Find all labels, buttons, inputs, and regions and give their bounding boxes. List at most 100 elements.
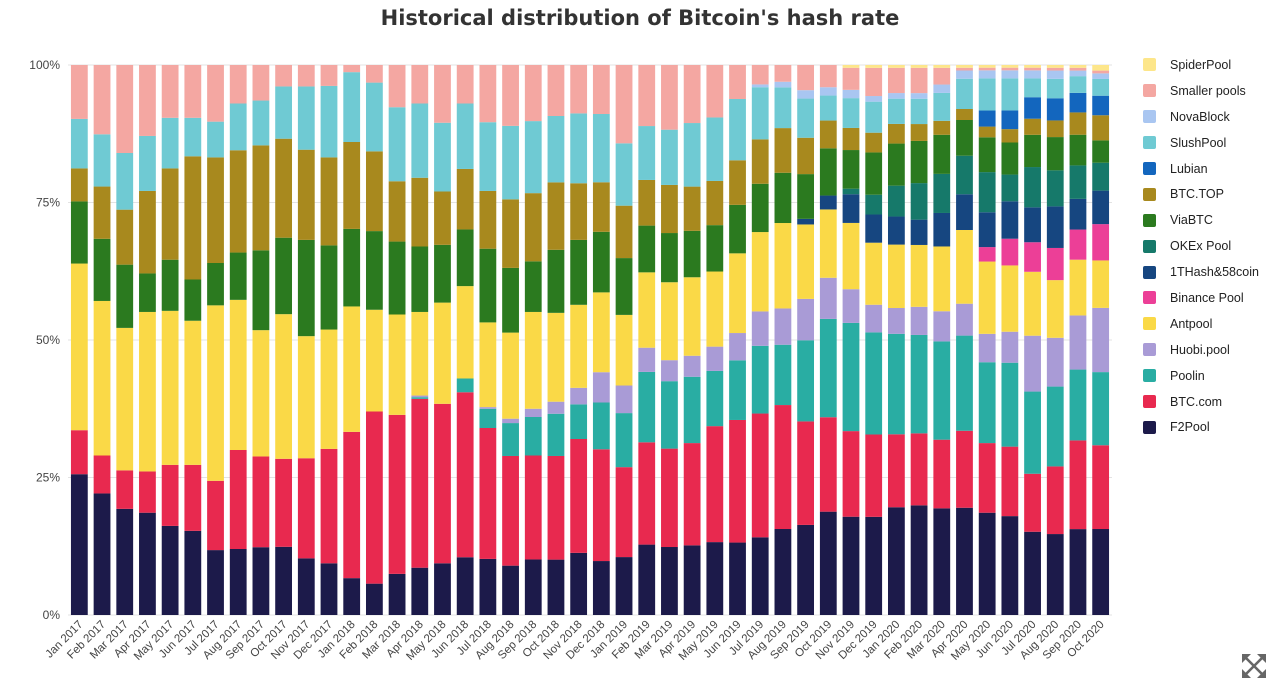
- bar-segment[interactable]: [1001, 129, 1019, 143]
- bar-segment[interactable]: [1024, 134, 1041, 168]
- legend-item[interactable]: Smaller pools: [1143, 78, 1273, 104]
- bar-segment[interactable]: [252, 547, 270, 615]
- bar-segment[interactable]: [956, 109, 973, 120]
- bar-segment[interactable]: [161, 464, 179, 526]
- bar-segment[interactable]: [570, 304, 588, 388]
- bar-segment[interactable]: [547, 65, 565, 116]
- bar-segment[interactable]: [956, 65, 973, 68]
- bar-segment[interactable]: [116, 153, 134, 210]
- bar-segment[interactable]: [139, 190, 156, 274]
- bar-segment[interactable]: [252, 145, 270, 251]
- bar-segment[interactable]: [638, 371, 656, 443]
- bar-segment[interactable]: [1069, 70, 1087, 77]
- bar-segment[interactable]: [729, 333, 746, 361]
- bar-segment[interactable]: [1069, 229, 1087, 260]
- bar-segment[interactable]: [479, 408, 497, 428]
- bar-segment[interactable]: [956, 430, 973, 508]
- bar-segment[interactable]: [524, 261, 542, 312]
- bar-segment[interactable]: [706, 271, 724, 347]
- bar-segment[interactable]: [365, 151, 383, 232]
- bar-segment[interactable]: [502, 332, 519, 419]
- bar-segment[interactable]: [865, 65, 883, 68]
- bar-segment[interactable]: [1092, 95, 1110, 116]
- bar-segment[interactable]: [1069, 529, 1087, 615]
- bar-segment[interactable]: [139, 512, 156, 615]
- bar-segment[interactable]: [252, 330, 270, 457]
- bar-segment[interactable]: [1069, 112, 1087, 135]
- bar-segment[interactable]: [343, 142, 361, 229]
- bar-segment[interactable]: [887, 216, 905, 245]
- bar-segment[interactable]: [1024, 70, 1041, 79]
- bar-segment[interactable]: [1024, 167, 1041, 208]
- bar-segment[interactable]: [116, 470, 134, 509]
- bar-segment[interactable]: [956, 303, 973, 336]
- bar-segment[interactable]: [683, 545, 701, 615]
- bar-segment[interactable]: [819, 65, 837, 88]
- bar-segment[interactable]: [978, 212, 996, 248]
- bar-segment[interactable]: [570, 183, 588, 240]
- bar-segment[interactable]: [819, 148, 837, 196]
- bar-segment[interactable]: [70, 201, 88, 264]
- bar-segment[interactable]: [797, 340, 815, 422]
- bar-segment[interactable]: [570, 65, 588, 114]
- bar-segment[interactable]: [70, 430, 88, 475]
- bar-segment[interactable]: [683, 230, 701, 278]
- bar-segment[interactable]: [161, 117, 179, 169]
- bar-segment[interactable]: [139, 471, 156, 513]
- bar-segment[interactable]: [1092, 445, 1110, 530]
- legend-item[interactable]: F2Pool: [1143, 414, 1273, 440]
- bar-segment[interactable]: [184, 279, 202, 321]
- bar-segment[interactable]: [1092, 115, 1110, 141]
- bar-segment[interactable]: [524, 65, 542, 122]
- bar-segment[interactable]: [547, 182, 565, 250]
- bar-segment[interactable]: [456, 378, 474, 393]
- bar-segment[interactable]: [275, 237, 293, 315]
- bar-segment[interactable]: [547, 401, 565, 414]
- bar-segment[interactable]: [1046, 534, 1064, 615]
- bar-segment[interactable]: [1046, 247, 1064, 281]
- bar-segment[interactable]: [161, 168, 179, 260]
- bar-segment[interactable]: [887, 185, 905, 217]
- bar-segment[interactable]: [887, 98, 905, 124]
- bar-segment[interactable]: [797, 218, 815, 225]
- bar-segment[interactable]: [842, 150, 860, 189]
- bar-segment[interactable]: [592, 561, 610, 615]
- bar-segment[interactable]: [910, 93, 928, 99]
- bar-segment[interactable]: [661, 547, 678, 615]
- bar-segment[interactable]: [1024, 65, 1041, 68]
- bar-segment[interactable]: [434, 302, 451, 404]
- bar-segment[interactable]: [456, 65, 474, 104]
- bar-segment[interactable]: [434, 244, 451, 303]
- bar-segment[interactable]: [297, 558, 315, 615]
- bar-segment[interactable]: [910, 67, 928, 94]
- bar-segment[interactable]: [502, 65, 519, 126]
- bar-segment[interactable]: [956, 155, 973, 195]
- bar-segment[interactable]: [184, 65, 202, 118]
- bar-segment[interactable]: [411, 65, 429, 104]
- bar-segment[interactable]: [842, 516, 860, 615]
- bar-segment[interactable]: [502, 423, 519, 456]
- bar-segment[interactable]: [706, 426, 724, 543]
- bar-segment[interactable]: [729, 542, 746, 615]
- bar-segment[interactable]: [683, 376, 701, 444]
- legend-item[interactable]: Huobi.pool: [1143, 337, 1273, 363]
- bar-segment[interactable]: [479, 122, 497, 191]
- bar-segment[interactable]: [547, 312, 565, 402]
- bar-segment[interactable]: [615, 314, 633, 386]
- bar-segment[interactable]: [207, 65, 224, 122]
- bar-segment[interactable]: [456, 103, 474, 169]
- bar-segment[interactable]: [161, 525, 179, 615]
- bar-segment[interactable]: [1024, 118, 1041, 135]
- bar-segment[interactable]: [1024, 391, 1041, 474]
- bar-segment[interactable]: [774, 87, 792, 129]
- bar-segment[interactable]: [865, 434, 883, 517]
- bar-segment[interactable]: [116, 327, 134, 471]
- bar-segment[interactable]: [910, 65, 928, 68]
- bar-segment[interactable]: [1001, 65, 1019, 68]
- bar-segment[interactable]: [729, 204, 746, 254]
- bar-segment[interactable]: [910, 124, 928, 141]
- bar-segment[interactable]: [93, 65, 111, 135]
- bar-segment[interactable]: [1092, 529, 1110, 615]
- bar-segment[interactable]: [819, 120, 837, 149]
- bar-segment[interactable]: [207, 305, 224, 481]
